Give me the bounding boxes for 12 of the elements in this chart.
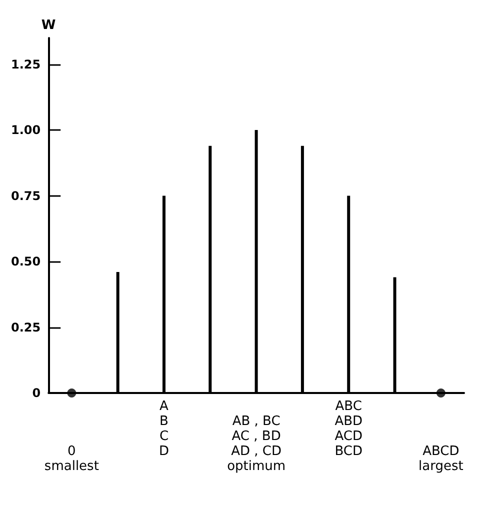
y-tick-label: 0.25 (11, 320, 41, 334)
y-tick-label: 0.75 (11, 188, 41, 203)
y-tick-label: 1.25 (11, 57, 41, 72)
x-tick-label: 0 smallest (44, 444, 99, 474)
y-tick-label: 0.50 (11, 254, 41, 269)
y-axis-title: W (41, 18, 56, 33)
x-tick-label: A B C D (158, 399, 169, 459)
y-tick-label: 0 (32, 386, 41, 400)
x-tick-label: ABC ABD ACD BCD (334, 399, 363, 459)
y-tick-label: 1.00 (11, 123, 41, 138)
x-tick-label: AB , BC AC , BD AD , CD optimum (227, 414, 286, 474)
x-tick-label: ABCD largest (418, 444, 464, 474)
